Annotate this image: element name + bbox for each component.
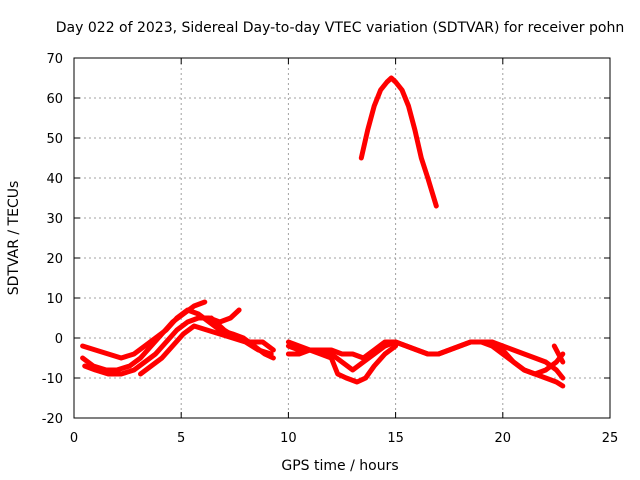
- x-tick-label: 20: [495, 431, 512, 446]
- y-tick-label: 70: [46, 52, 63, 67]
- y-tick-label: 50: [46, 132, 63, 147]
- plot-frame: [73, 57, 611, 419]
- x-tick-label: 5: [177, 431, 185, 446]
- x-axis-label: GPS time / hours: [281, 458, 398, 474]
- y-axis-label: SDTVAR / TECUs: [6, 181, 22, 296]
- y-tick-label: -20: [42, 412, 63, 427]
- series-line-track-9: [489, 339, 566, 389]
- grid-lines: [74, 58, 610, 418]
- y-tick-label: 10: [46, 292, 63, 307]
- series-line-track-2: [80, 299, 208, 373]
- tick-labels: 0 5 10 15 20 25 -20 -10 0 10 20 30 40 50 60 70: [42, 52, 619, 446]
- chart-title: Day 022 of 2023, Sidereal Day-to-day VTE…: [56, 20, 624, 36]
- y-tick-label: 20: [46, 252, 63, 267]
- y-tick-label: 60: [46, 92, 63, 107]
- series-line-track-8: [285, 343, 399, 385]
- y-tick-label: -10: [42, 372, 63, 387]
- y-tick-label: 0: [55, 332, 63, 347]
- y-tick-label: 30: [46, 212, 63, 227]
- series-line-track-11: [358, 75, 439, 209]
- series-line-track-10: [551, 343, 566, 365]
- x-tick-label: 15: [387, 431, 404, 446]
- data-series: [80, 75, 566, 389]
- y-tick-label: 40: [46, 172, 63, 187]
- series-line-track-5: [208, 315, 276, 353]
- x-tick-label: 10: [280, 431, 297, 446]
- x-tick-label: 0: [70, 431, 78, 446]
- x-tick-label: 25: [602, 431, 619, 446]
